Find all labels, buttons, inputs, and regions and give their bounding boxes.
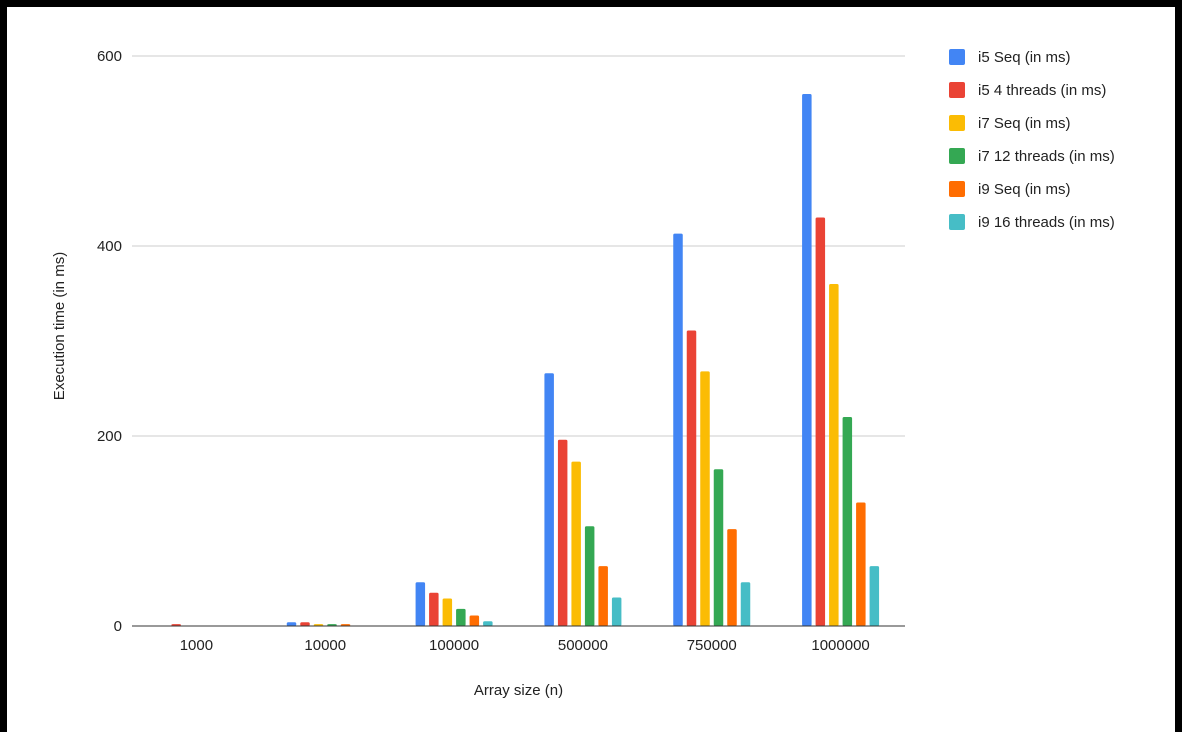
bar [842,417,853,626]
bar [469,615,480,626]
gridlines [132,55,905,437]
y-tick-label: 400 [97,238,122,255]
y-axis-title: Execution time (in ms) [51,252,68,400]
y-tick-label: 600 [97,48,122,65]
bar [815,217,826,626]
bar [713,469,724,626]
legend-swatch [949,148,965,164]
legend-label: i7 12 threads (in ms) [978,148,1115,165]
bar [829,284,839,626]
bar [856,502,866,626]
bar [740,582,751,626]
x-tick-label: 1000000 [811,637,869,654]
bar [686,330,697,626]
y-tick-labels: 0 200 400 600 [97,48,122,635]
x-axis-title: Array size (n) [474,682,563,699]
legend-label: i5 Seq (in ms) [978,49,1071,66]
bar [544,373,554,626]
bar [286,622,297,626]
bar [429,592,439,626]
bar [584,526,595,626]
bar [456,608,466,626]
bar [571,461,581,626]
legend-swatch [949,181,965,197]
legend-swatch [949,82,965,98]
category-labels: 1000 10000 100000 500000 750000 1000000 [180,637,870,654]
legend-label: i7 Seq (in ms) [978,115,1071,132]
bar [869,566,880,626]
bar [415,582,426,626]
bar [802,94,812,626]
y-tick-label: 0 [114,618,122,635]
x-tick-label: 750000 [687,637,737,654]
legend-label: i9 Seq (in ms) [978,181,1071,198]
x-tick-label: 100000 [429,637,479,654]
bar [483,621,493,626]
x-tick-label: 500000 [558,637,608,654]
x-tick-label: 10000 [304,637,346,654]
legend-swatch [949,49,965,65]
y-tick-label: 200 [97,428,122,445]
legend-swatch [949,214,965,230]
bar [727,529,737,626]
bars [171,94,880,626]
legend: i5 Seq (in ms) i5 4 threads (in ms) i7 Seq… [949,49,1115,231]
bar [700,371,710,626]
bar [300,622,310,626]
bar [611,597,622,626]
bar [598,566,608,626]
x-tick-label: 1000 [180,637,213,654]
bar [673,233,683,626]
legend-label: i9 16 threads (in ms) [978,214,1115,231]
legend-swatch [949,115,965,131]
bar [557,439,568,626]
bar [442,598,453,626]
chart-frame: 0 200 400 600 1000 10000 100000 500000 750000 10… [7,7,1175,732]
legend-label: i5 4 threads (in ms) [978,82,1106,99]
